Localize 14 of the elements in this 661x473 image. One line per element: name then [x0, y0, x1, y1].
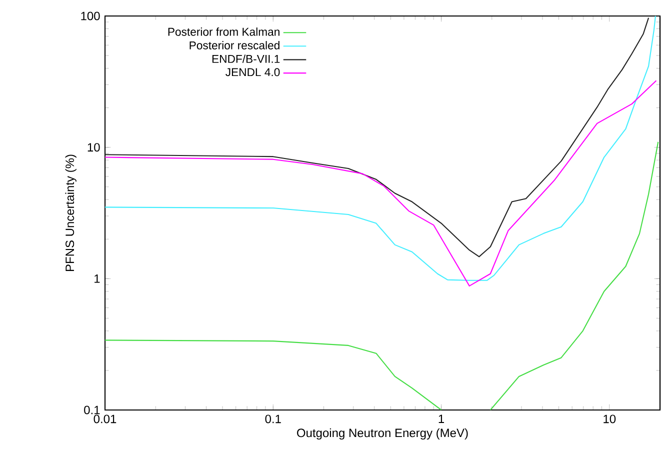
x-axis-title: Outgoing Neutron Energy (MeV) — [297, 428, 468, 440]
y-tick-label: 0.1 — [84, 406, 100, 414]
legend-label: Posterior from Kalman — [168, 27, 280, 36]
y-tick-label: 10 — [88, 143, 100, 152]
x-tick-label: 1 — [438, 414, 444, 423]
x-tick-label: 0.1 — [265, 414, 281, 424]
legend-label: JENDL 4.0 — [226, 68, 280, 76]
legend-label: Posterior rescaled — [190, 41, 280, 50]
legend-label: ENDF/B-VII.1 — [212, 54, 280, 63]
y-tick-label: 100 — [81, 12, 100, 20]
y-tick-label: 1 — [94, 274, 100, 283]
y-axis-title: PFNS Uncertainty (%) — [65, 154, 76, 272]
x-tick-label: 0.01 — [94, 414, 116, 424]
x-tick-label: 10 — [604, 414, 616, 424]
